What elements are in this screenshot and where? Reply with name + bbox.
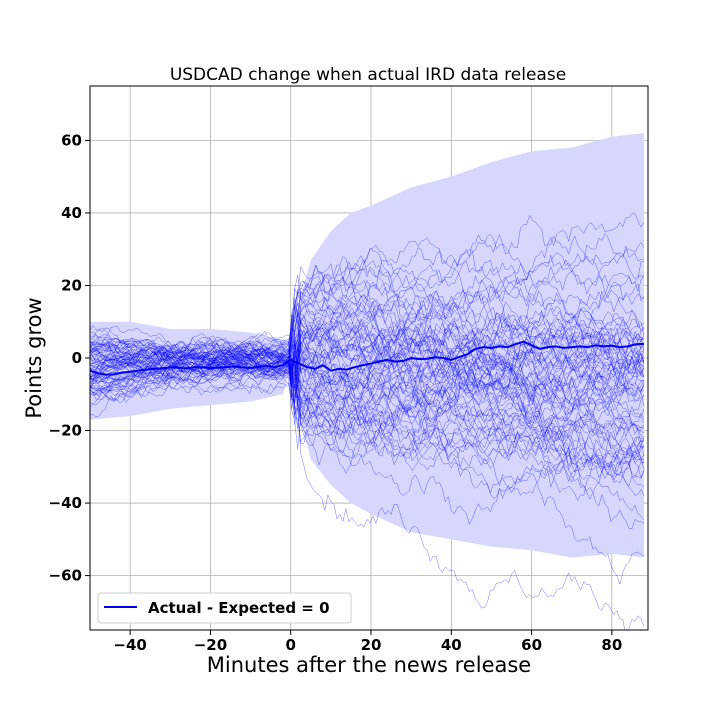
- trace-line: [90, 320, 645, 376]
- trace-line: [90, 274, 645, 475]
- trace-line: [90, 339, 645, 477]
- y-tick-label: 20: [61, 276, 82, 294]
- y-axis-ticks: 60 40 20 0 −20 −40 −60: [49, 131, 90, 585]
- trace-line: [90, 344, 645, 458]
- trace-line: [90, 245, 645, 399]
- x-tick-label: 60: [521, 636, 542, 654]
- trace-line: [90, 233, 645, 381]
- trace-line: [90, 318, 645, 389]
- legend-box: [97, 592, 352, 624]
- x-tick-label: 80: [601, 636, 622, 654]
- y-tick-label: 0: [72, 349, 82, 367]
- trace-line: [90, 347, 645, 497]
- trace-line: [90, 318, 645, 476]
- legend-entry-label: Actual - Expected = 0: [148, 599, 330, 617]
- y-tick-label: −60: [49, 567, 82, 585]
- trace-line: [90, 312, 645, 370]
- trace-line: [90, 343, 645, 473]
- trace-line: [90, 342, 645, 481]
- trace-line: [90, 249, 645, 373]
- x-tick-label: −40: [113, 636, 146, 654]
- trace-line: [90, 352, 645, 494]
- trace-line: [90, 336, 645, 440]
- x-tick-label: 40: [441, 636, 462, 654]
- trace-line: [90, 233, 645, 376]
- x-tick-label: −20: [194, 636, 227, 654]
- trace-line: [90, 327, 645, 457]
- trace-line: [90, 235, 645, 402]
- x-axis-label: Minutes after the news release: [207, 653, 531, 677]
- chart-title: USDCAD change when actual IRD data relea…: [170, 65, 566, 85]
- trace-line: [90, 322, 645, 389]
- trace-line: [90, 317, 645, 380]
- trace-line: [90, 328, 645, 424]
- trace-line: [90, 304, 645, 390]
- trace-line: [90, 325, 645, 433]
- legend: Actual - Expected = 0: [97, 592, 352, 624]
- trace-line: [90, 339, 645, 395]
- mean-series-line: [90, 340, 645, 376]
- y-tick-label: −20: [49, 422, 82, 440]
- x-tick-label: 0: [286, 636, 296, 654]
- y-tick-label: 60: [61, 131, 82, 149]
- x-tick-label: 20: [361, 636, 382, 654]
- y-axis-label: Points grow: [22, 297, 46, 418]
- trace-line: [90, 300, 645, 394]
- plot-area: [90, 86, 648, 630]
- trace-line: [90, 341, 645, 466]
- trace-line: [90, 333, 645, 440]
- trace-line: [90, 338, 645, 458]
- trace-line: [90, 301, 645, 435]
- trace-line: [90, 301, 645, 393]
- y-tick-label: −40: [49, 494, 82, 512]
- trace-line: [90, 331, 645, 442]
- x-axis-ticks: −40 −20 0 20 40 60 80: [113, 630, 622, 654]
- std-band: [90, 133, 644, 558]
- y-tick-label: 40: [61, 204, 82, 222]
- trace-line: [90, 266, 645, 386]
